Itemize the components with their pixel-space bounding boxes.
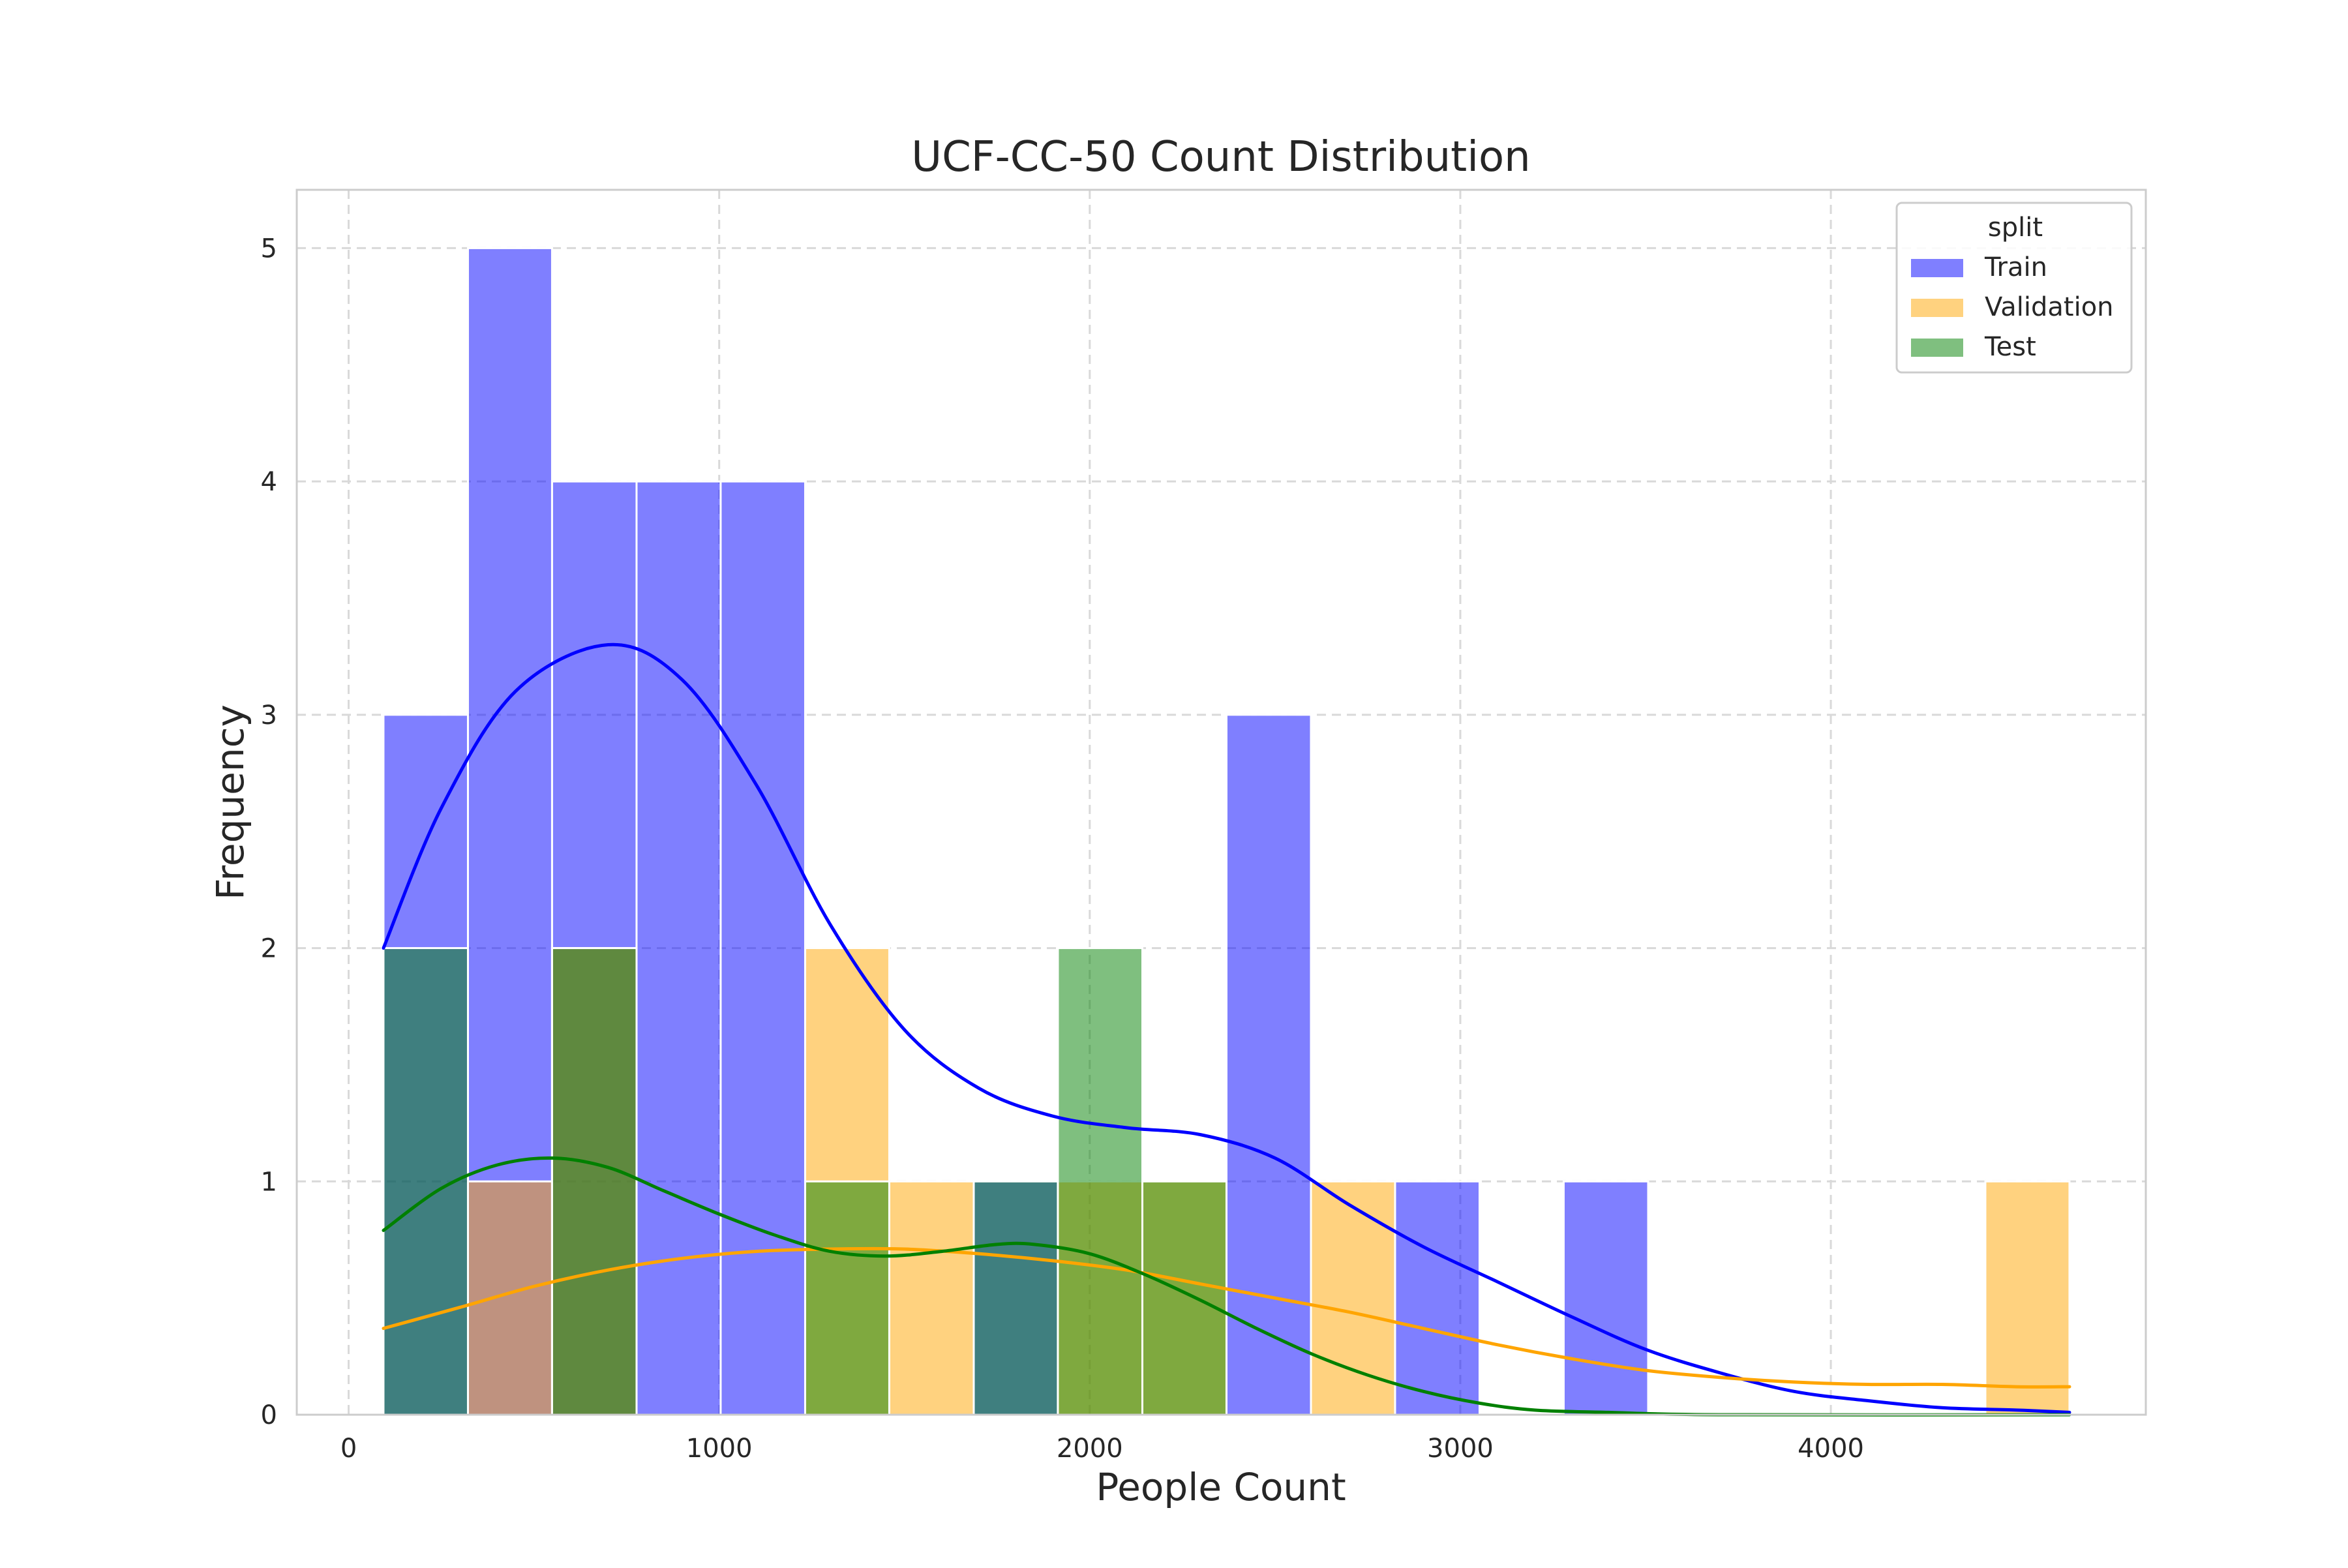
legend-swatch-train <box>1911 259 1963 277</box>
train-bar <box>1562 1180 1649 1416</box>
y-tick-label: 5 <box>261 234 277 264</box>
train-kde-line <box>382 642 2071 1414</box>
test-kde-line <box>382 1156 2071 1417</box>
legend-title: split <box>1988 213 2043 243</box>
x-axis-label: People Count <box>1096 1465 1346 1509</box>
train-bar <box>1394 1180 1481 1416</box>
legend-label-train: Train <box>1984 252 2047 282</box>
test-bar <box>1057 947 1143 1416</box>
bars-layer <box>382 247 2071 1416</box>
validation-bar <box>1984 1180 2071 1416</box>
legend-label-test: Test <box>1984 332 2036 362</box>
test-bar <box>1141 1180 1227 1416</box>
y-axis-label: Frequency <box>208 704 252 900</box>
y-tick-label: 1 <box>261 1167 277 1197</box>
validation-bar <box>466 1180 553 1416</box>
legend-swatch-validation <box>1911 299 1963 317</box>
train-bar <box>1225 714 1312 1416</box>
test-bar <box>972 1180 1059 1416</box>
validation-bar <box>1310 1180 1396 1416</box>
y-tick-label: 4 <box>261 467 277 497</box>
ticks-layer: 0 1000 2000 3000 4000 0 1 2 3 4 5 <box>261 234 1864 1464</box>
test-bar <box>550 947 638 1416</box>
y-tick-label: 0 <box>261 1400 277 1430</box>
x-tick-label: 1000 <box>686 1434 753 1464</box>
legend-entries: Train Validation Test <box>1911 252 2114 362</box>
validation-bar <box>888 1180 975 1416</box>
validation-kde-line <box>382 1246 2071 1389</box>
y-tick-label: 2 <box>261 934 277 964</box>
x-tick-label: 3000 <box>1427 1434 1494 1464</box>
chart-title: UCF-CC-50 Count Distribution <box>911 133 1530 181</box>
x-tick-label: 2000 <box>1057 1434 1123 1464</box>
kde-layer <box>382 642 2071 1417</box>
y-tick-label: 3 <box>261 701 277 731</box>
legend-frame <box>1895 202 2133 374</box>
legend-swatch-test <box>1911 339 1963 357</box>
train-bar <box>719 480 806 1416</box>
x-tick-label: 0 <box>340 1434 357 1464</box>
legend: split Train Validation Test <box>1895 202 2133 374</box>
legend-label-validation: Validation <box>1985 292 2114 322</box>
train-bar <box>635 480 722 1416</box>
test-bar <box>804 1180 890 1416</box>
x-tick-label: 4000 <box>1798 1434 1864 1464</box>
plot-frame <box>295 188 2147 1416</box>
